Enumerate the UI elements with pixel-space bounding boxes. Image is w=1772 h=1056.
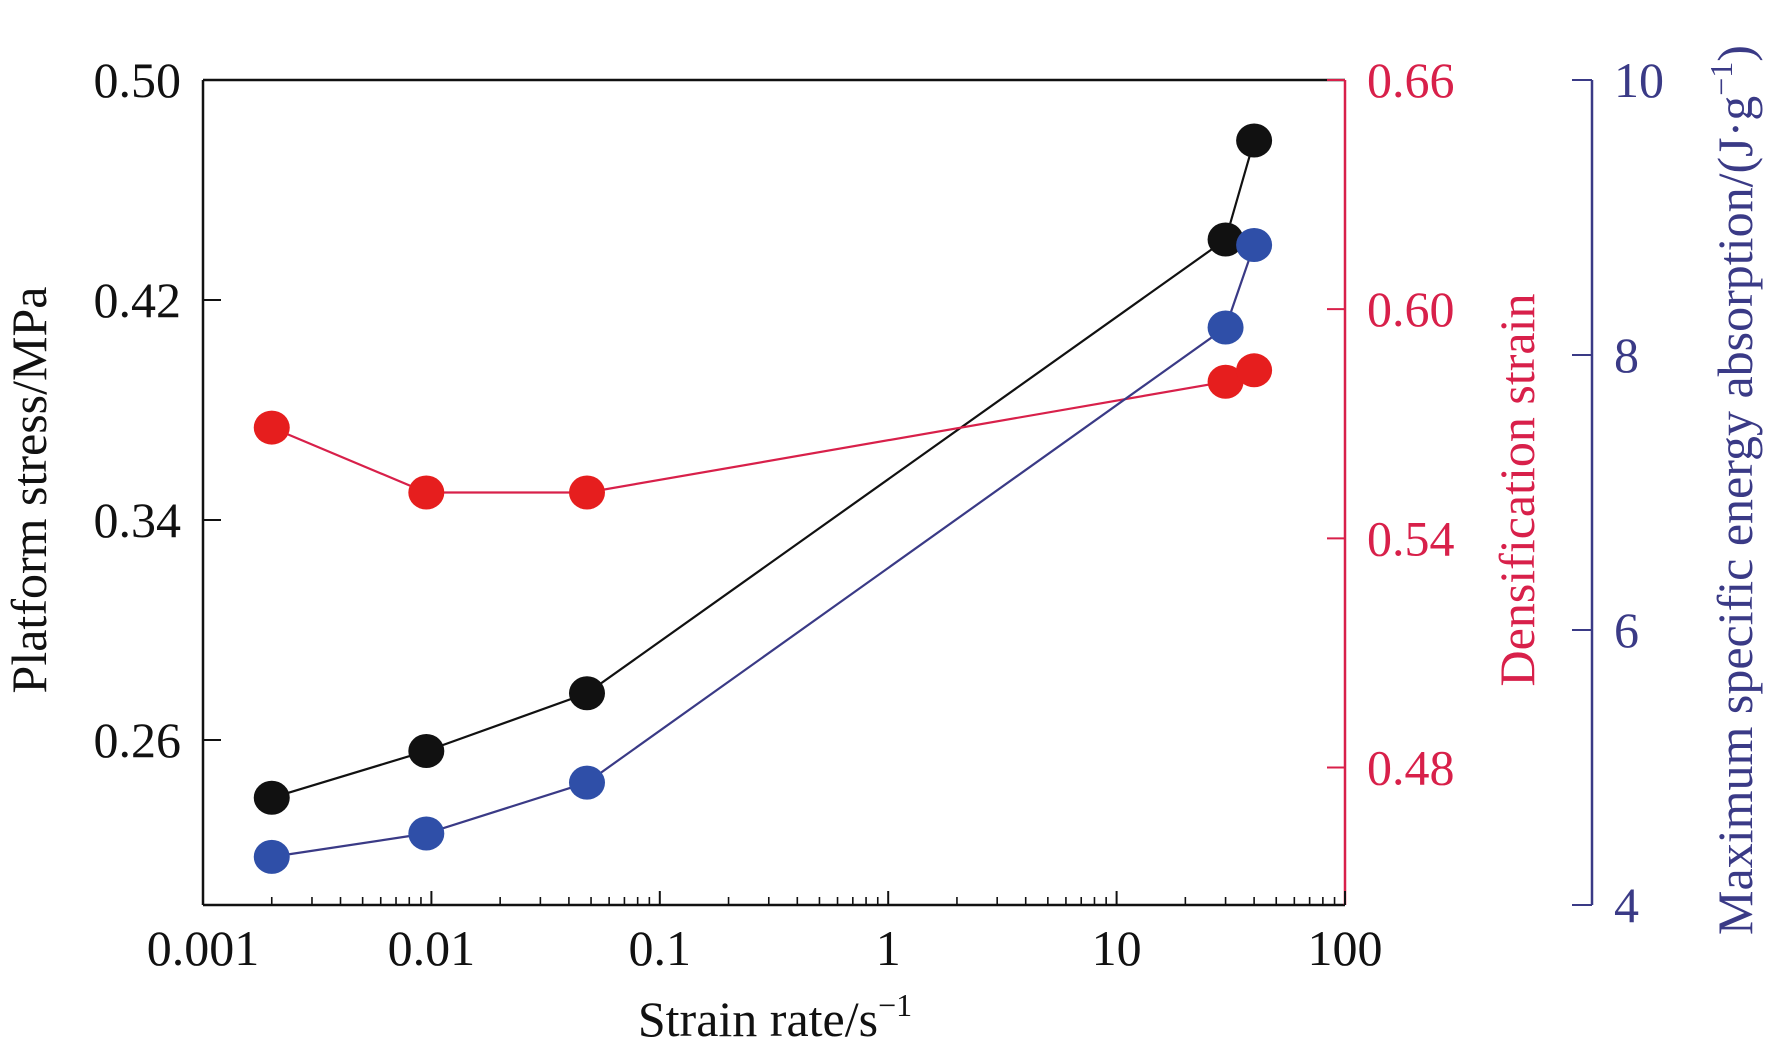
x-axis-title: Strain rate/s−1 [638,987,912,1047]
y-right2-tick-label: 10 [1614,52,1664,108]
x-axis-title-main: Strain rate/s [638,991,878,1047]
y-right2-axis-title-end: ) [1707,45,1763,62]
y-right2-axis-title-sup: −1 [1703,62,1739,96]
y-right2-tick-label: 4 [1614,877,1639,933]
x-tick-label: 10 [1092,920,1142,976]
data-point-left [1236,123,1273,158]
y-right2-axis-title-main: Maximum specific energy absorption/(J·g [1707,96,1763,935]
data-point-right2 [568,765,605,800]
x-tick-label: 1 [876,920,901,976]
axis-ticks: 0.001 0.01 0.1 1 10 100 0.26 0.34 0.42 0.50 0.48 0.… [94,52,1665,976]
data-point-right1 [568,475,605,510]
y-right1-tick-label: 0.54 [1367,510,1455,566]
data-point-right2 [253,839,290,874]
x-tick-label: 0.001 [147,920,260,976]
y-left-tick-label: 0.34 [94,492,182,548]
data-point-right2 [1207,310,1244,345]
y-left-tick-label: 0.50 [94,52,182,108]
data-point-right1 [408,475,445,510]
data-point-right1 [1207,364,1244,399]
data-point-right1 [1236,353,1273,388]
data-point-right2 [408,816,445,851]
data-point-right1 [253,410,290,445]
data-point-left [1207,222,1244,257]
series-markers [253,123,1273,874]
y-right2-axis-title: Maximum specific energy absorption/(J·g−… [1703,45,1763,935]
x-tick-label: 0.1 [629,920,692,976]
data-point-left [568,676,605,711]
y-right1-tick-label: 0.66 [1367,52,1455,108]
y-right1-tick-label: 0.60 [1367,281,1455,337]
x-tick-label: 100 [1308,920,1383,976]
x-tick-label: 0.01 [388,920,476,976]
data-point-left [408,734,445,768]
y-right1-tick-label: 0.48 [1367,740,1455,796]
y-left-axis-title: Platform stress/MPa [1,287,57,694]
data-point-left [253,780,290,815]
y-right2-tick-label: 8 [1614,327,1639,383]
x-axis-title-sup: −1 [878,987,912,1023]
y-left-tick-label: 0.42 [94,272,182,328]
y-right1-axis-title: Densification strain [1489,294,1545,687]
y-right2-tick-label: 6 [1614,602,1639,658]
y-left-tick-label: 0.26 [94,712,182,768]
plot-frame [201,78,1594,907]
data-point-right2 [1236,228,1273,262]
